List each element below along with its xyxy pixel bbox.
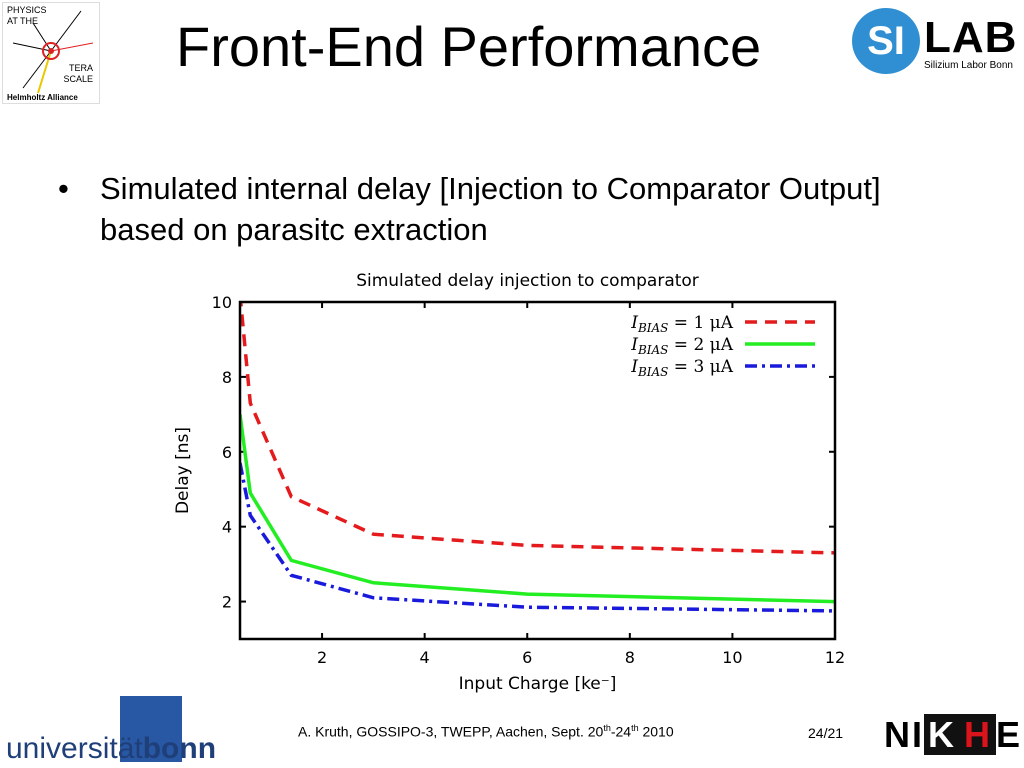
x-tick-label: 4 [420,648,430,667]
page-title: Front-End Performance [176,15,762,78]
y-tick-label: 10 [212,293,232,312]
y-tick-label: 2 [222,593,232,612]
silab-subtitle: Silizium Labor Bonn [924,60,1013,71]
series-line-3 [240,462,835,613]
university-bonn-wordmark: universitätbonn [6,732,217,765]
x-tick-label: 6 [522,648,532,667]
plot-frame [238,300,837,641]
y-tick-label: 8 [222,368,232,387]
silab-logo: SI LAB Silizium Labor Bonn [850,5,1024,75]
legend-label-3: IBIAS = 3 μA [630,357,733,379]
nikhef-logo: NIKHEF [884,714,1024,755]
x-axis-label: Input Charge [ke⁻] [459,674,617,694]
bullet-dot: • [58,171,69,206]
bullet-line-1: Simulated internal delay [Injection to C… [100,171,881,206]
logo-text-mid: TERA SCALE [63,63,93,84]
x-tick-label: 2 [317,648,327,667]
university-bonn-logo: universitätbonn [6,696,216,765]
silab-lab-text: LAB [924,13,1018,62]
legend-label-1: IBIAS = 1 μA [630,313,733,335]
chart-title: Simulated delay injection to comparator [356,271,699,291]
bonn-tower-icon [120,696,182,762]
particle-tracks-icon [12,10,94,94]
legend-label-2: IBIAS = 2 μA [630,335,733,357]
bullet-point: • Simulated internal delay [Injection to… [58,168,988,250]
x-tick-label: 10 [722,648,742,667]
x-tick-label: 8 [625,648,635,667]
bullet-line-2: based on parasitc extraction [100,212,488,247]
silab-si-badge: SI [852,8,920,74]
logo-text-bottom: Helmholtz Alliance [7,93,78,102]
page-number: 24/21 [808,725,844,741]
delay-chart: Simulated delay injection to comparator 2… [173,271,845,694]
y-tick-label: 6 [222,443,232,462]
y-axis-label: Delay [ns] [173,427,193,514]
x-tick-label: 12 [825,648,845,667]
series-line-2 [240,414,835,604]
bullet-text: Simulated internal delay [Injection to C… [100,168,988,250]
series-line-1 [240,302,835,555]
y-tick-label: 4 [222,518,232,537]
physics-at-terascale-logo: PHYSICS AT THE TERA SCALE Helmholtz Allian… [2,2,100,104]
logo-text-top: PHYSICS AT THE [7,5,47,26]
footer-citation: A. Kruth, GOSSIPO-3, TWEPP, Aachen, Sept… [298,723,674,740]
